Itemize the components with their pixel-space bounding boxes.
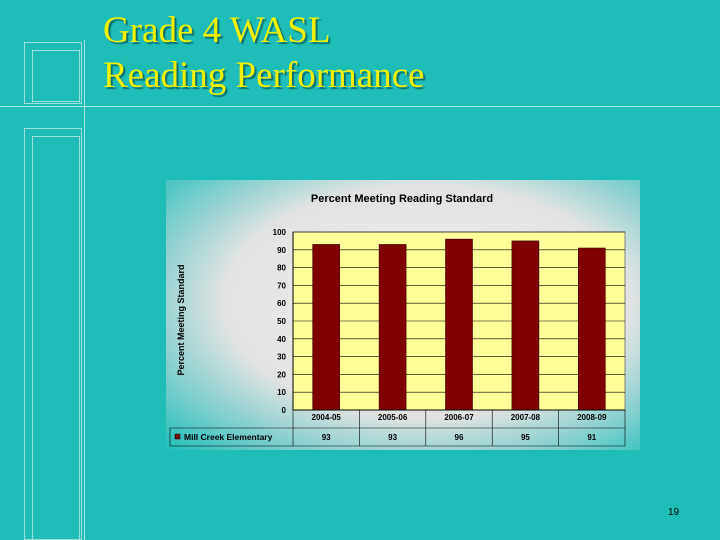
y-tick-label: 90	[277, 246, 286, 255]
y-tick-label: 20	[277, 370, 286, 379]
deco-line-vertical	[84, 40, 85, 540]
chart-title: Percent Meeting Reading Standard	[310, 193, 494, 205]
bar	[378, 244, 407, 411]
deco-line-top-horizontal	[0, 106, 720, 107]
y-tick-label: 10	[277, 388, 286, 397]
page-number: 19	[668, 507, 680, 518]
bar	[511, 240, 540, 411]
data-table-value: 93	[388, 433, 397, 442]
bar	[577, 247, 606, 411]
y-tick-label: 80	[277, 264, 286, 273]
bar	[445, 238, 473, 411]
data-table-value: 91	[587, 433, 596, 442]
deco-box-top	[24, 42, 82, 104]
slide-title-line1: Grade 4 WASL	[103, 10, 331, 51]
y-tick-label: 0	[282, 406, 287, 415]
x-tick-label: 2006-07	[444, 413, 474, 422]
data-table-value: 93	[322, 433, 331, 442]
deco-box-inner-top	[32, 50, 80, 102]
bar	[312, 244, 341, 411]
legend-swatch	[174, 433, 181, 440]
x-tick-label: 2005-06	[378, 413, 408, 422]
x-tick-label: 2004-05	[312, 413, 342, 422]
slide-title-line2: Reading Performance	[103, 55, 425, 96]
data-table-value: 95	[521, 433, 530, 442]
y-tick-label: 60	[277, 299, 286, 308]
y-tick-label: 40	[277, 335, 286, 344]
legend-series-name: Mill Creek Elementary	[184, 432, 273, 442]
x-tick-label: 2007-08	[511, 413, 541, 422]
x-tick-label: 2008-09	[577, 413, 607, 422]
y-tick-label: 100	[273, 228, 287, 237]
slide-title: Grade 4 WASL Reading Performance	[103, 8, 425, 98]
y-tick-label: 50	[277, 317, 286, 326]
data-table-value: 96	[455, 433, 464, 442]
y-tick-label: 30	[277, 353, 286, 362]
y-tick-label: 70	[277, 281, 286, 290]
